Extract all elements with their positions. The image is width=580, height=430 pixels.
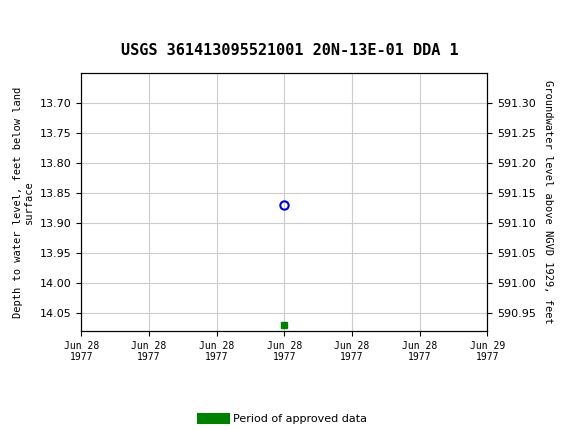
Legend: Period of approved data: Period of approved data	[197, 410, 371, 429]
Text: USGS 361413095521001 20N-13E-01 DDA 1: USGS 361413095521001 20N-13E-01 DDA 1	[121, 43, 459, 58]
Y-axis label: Groundwater level above NGVD 1929, feet: Groundwater level above NGVD 1929, feet	[543, 80, 553, 324]
Text: USGS: USGS	[75, 16, 129, 36]
Y-axis label: Depth to water level, feet below land
surface: Depth to water level, feet below land su…	[13, 86, 34, 318]
